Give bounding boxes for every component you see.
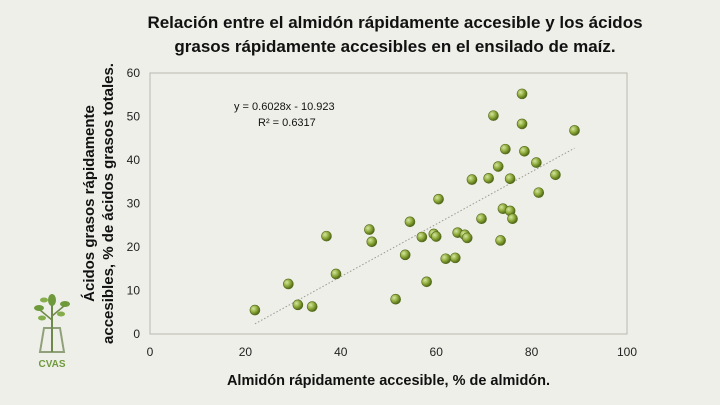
data-point [507, 213, 518, 225]
data-point [516, 118, 528, 130]
trendline-path [254, 147, 575, 325]
axes: 0 20 40 60 80 100 0 10 20 30 40 50 60 [127, 66, 638, 359]
tree-logo-icon: CVAS [34, 294, 70, 370]
x-tick-label: 100 [617, 345, 637, 359]
y-axis-label-line-2: accesibles, % de ácidos grasos totales. [100, 63, 117, 344]
data-point [330, 268, 342, 280]
data-point [504, 173, 516, 185]
x-tick-label: 80 [525, 345, 539, 359]
data-point [404, 216, 416, 228]
data-point [292, 299, 304, 311]
x-axis-label: Almidón rápidamente accesible, % de almi… [227, 373, 550, 389]
data-point [461, 232, 473, 244]
data-point [433, 193, 444, 205]
data-point [516, 88, 528, 100]
data-point [495, 235, 506, 246]
y-tick-label: 60 [127, 66, 141, 80]
data-point [449, 252, 461, 264]
axis-labels: Almidón rápidamente accesible, % de almi… [81, 63, 550, 389]
y-tick-label: 0 [133, 327, 140, 341]
y-tick-label: 20 [127, 240, 141, 254]
trendline-equation: y = 0.6028x - 10.923 [234, 101, 335, 113]
y-tick-label: 50 [127, 110, 141, 124]
chart-title-line-1: Relación entre el almidón rápidamente ac… [147, 13, 643, 32]
data-point [321, 230, 332, 242]
x-tick-label: 20 [239, 345, 253, 359]
x-tick-label: 40 [334, 345, 348, 359]
data-point [249, 304, 261, 316]
data-point [488, 110, 499, 121]
x-tick-label: 60 [430, 345, 444, 359]
y-tick-label: 30 [127, 197, 141, 211]
y-tick-label: 40 [127, 153, 141, 167]
data-point [421, 276, 432, 288]
data-point [533, 187, 545, 198]
data-point [483, 172, 494, 184]
plot-area-border [149, 72, 628, 335]
data-points [249, 88, 580, 316]
y-axis-label-line-1: Ácidos grasos rápidamente [81, 105, 98, 302]
data-point [416, 231, 428, 243]
data-point [283, 278, 294, 290]
data-point [519, 146, 530, 157]
data-point [306, 301, 318, 312]
y-tick-label: 10 [127, 284, 141, 298]
data-point [430, 231, 442, 242]
data-point [366, 236, 378, 248]
chart-title-line-2: grasos rápidamente accesibles en el ensi… [174, 37, 616, 56]
data-point [500, 143, 511, 155]
data-point [550, 169, 561, 181]
data-point [476, 213, 487, 225]
trendline-r2: R² = 0.6317 [258, 117, 316, 129]
data-point [364, 224, 375, 235]
x-tick-label: 0 [147, 345, 154, 359]
data-point [466, 174, 478, 185]
data-point [390, 293, 401, 305]
data-point [531, 157, 542, 168]
data-point [399, 249, 411, 261]
trendline: y = 0.6028x - 10.923 R² = 0.6317 [234, 101, 575, 325]
data-point [440, 253, 452, 265]
logo-text: CVAS [38, 359, 65, 370]
data-point [569, 125, 580, 136]
data-point [492, 161, 504, 172]
